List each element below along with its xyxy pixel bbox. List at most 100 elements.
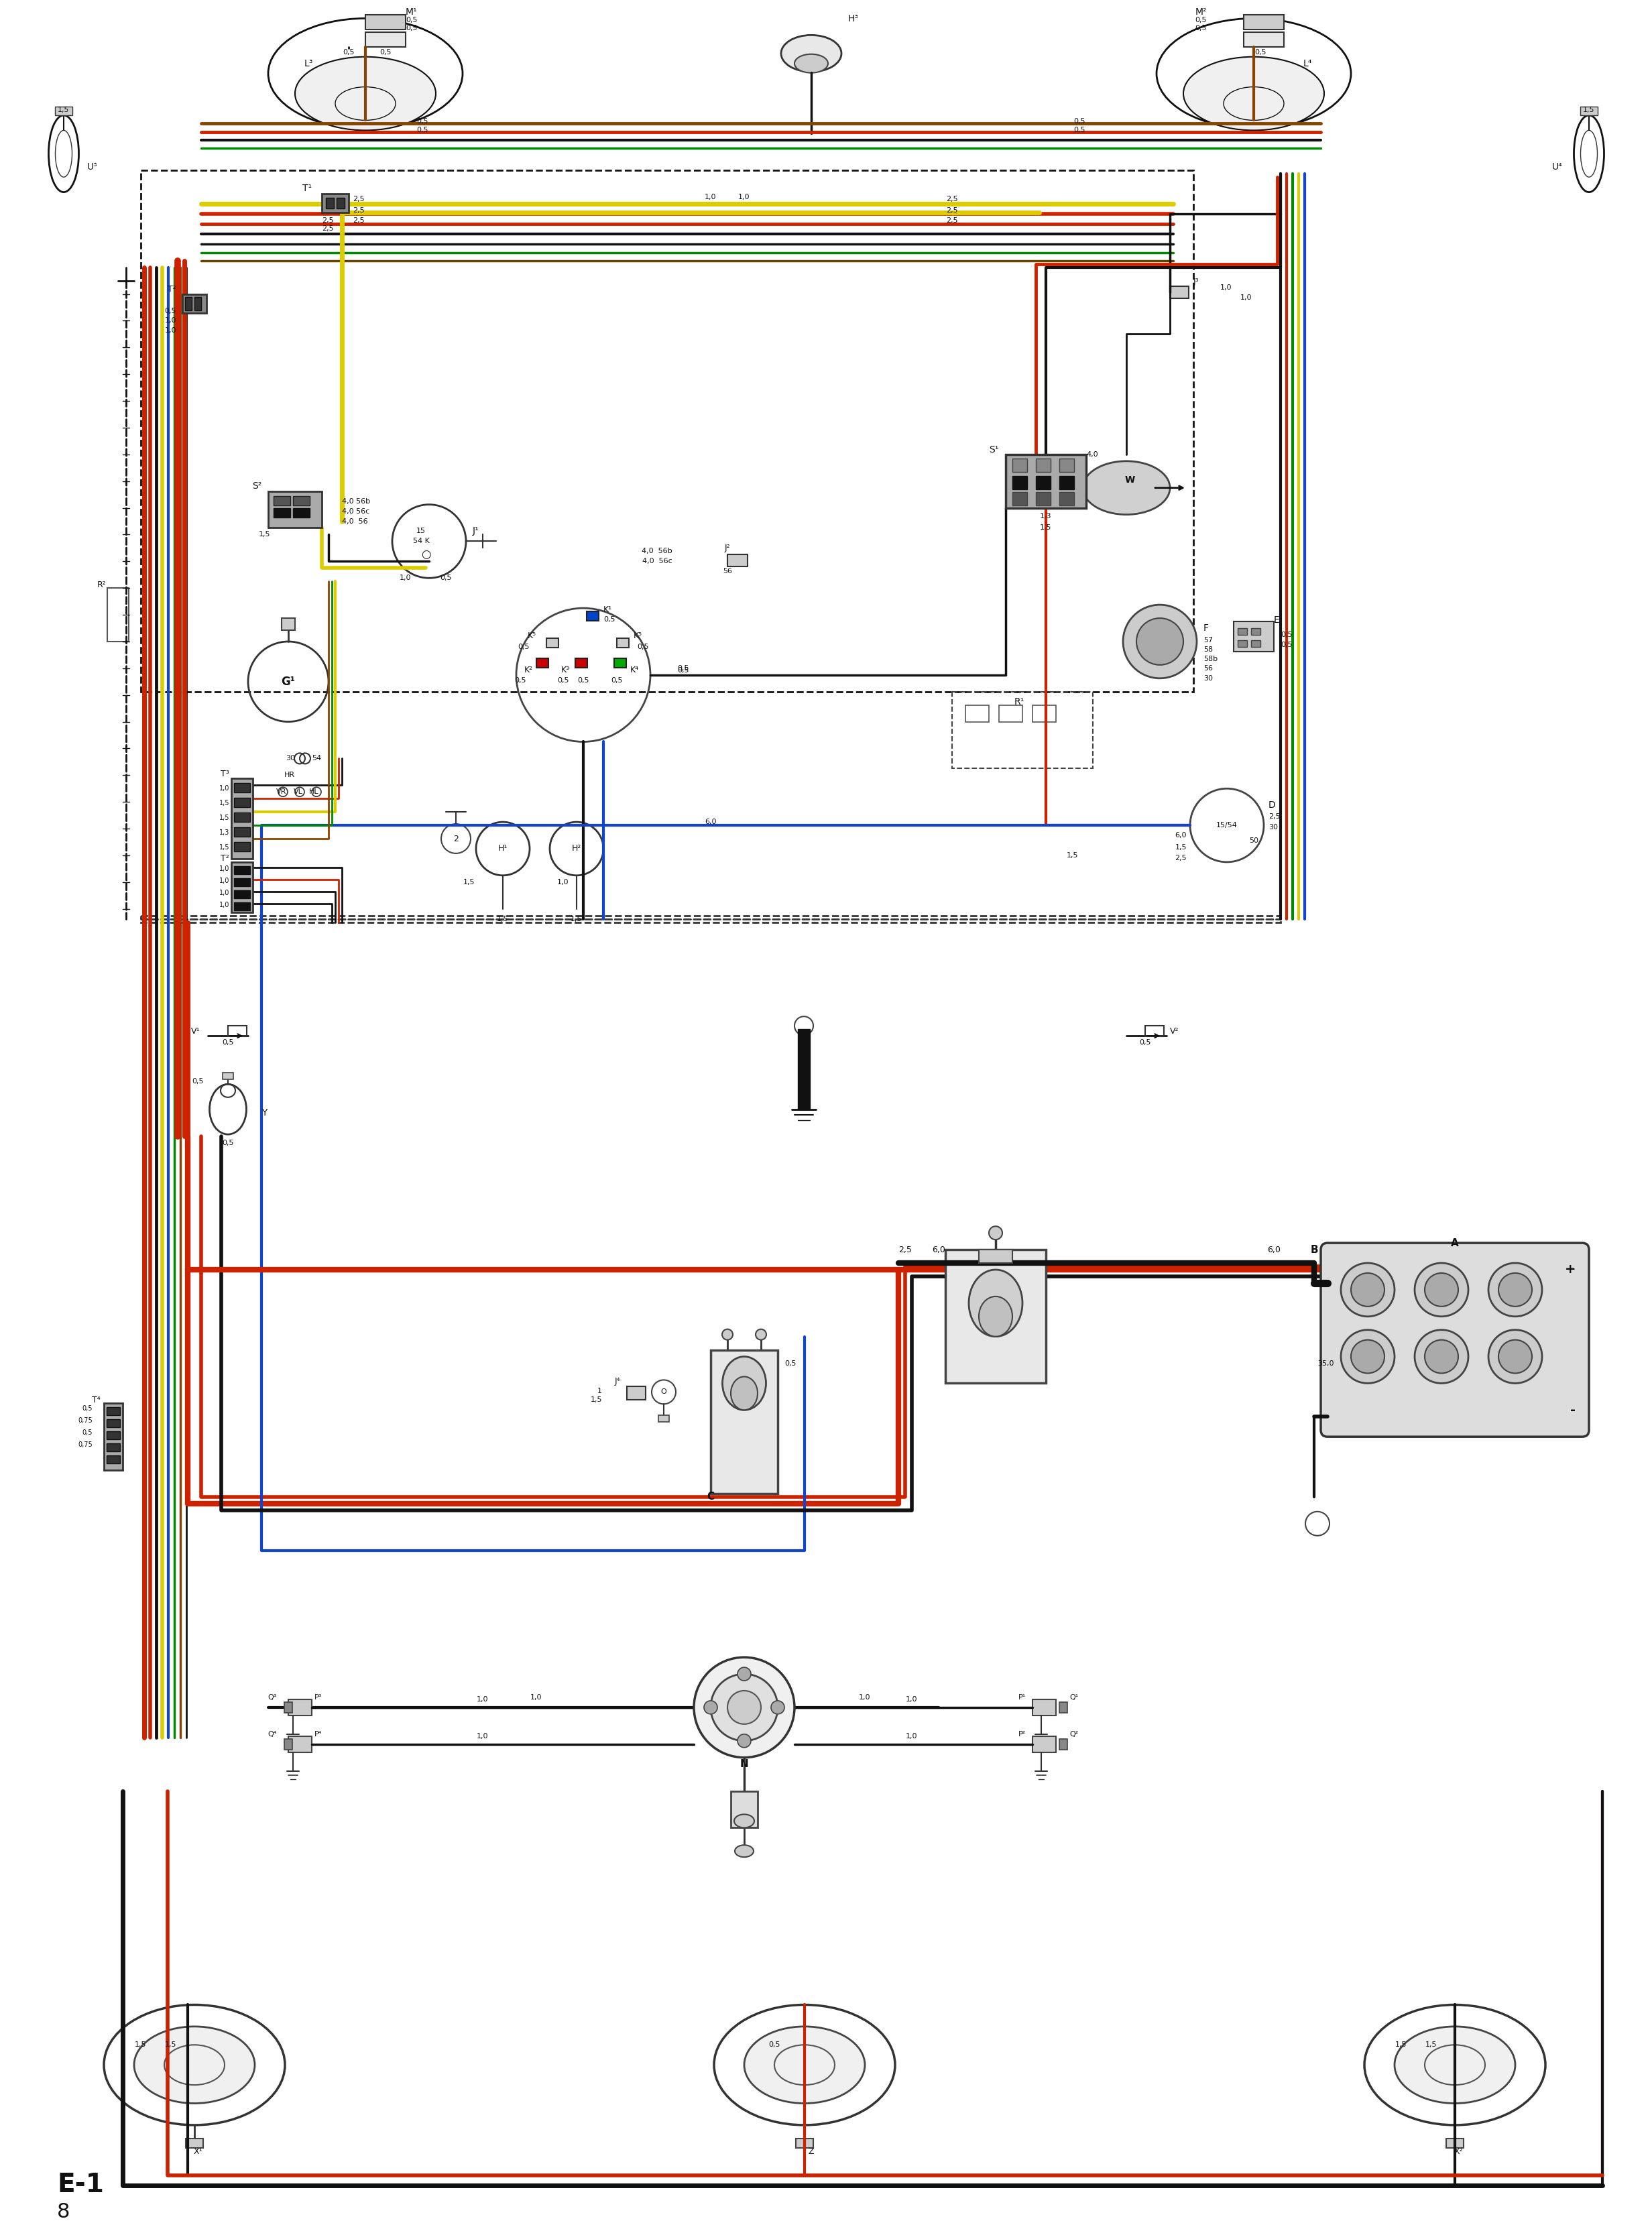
Bar (235, 890, 249, 899)
Text: K¹: K¹ (603, 605, 613, 614)
Text: 30: 30 (1269, 823, 1279, 830)
Circle shape (694, 1658, 795, 1758)
Text: -: - (1569, 1404, 1576, 1417)
Text: V¹: V¹ (190, 1026, 200, 1035)
Bar (107, 1444, 121, 1451)
Ellipse shape (795, 53, 828, 73)
Text: L³: L³ (304, 58, 312, 69)
Text: 2,5: 2,5 (354, 207, 365, 214)
Circle shape (722, 1328, 733, 1339)
Bar (1145, 1026, 1165, 1037)
Text: 1,0: 1,0 (220, 785, 230, 792)
Text: 2,5: 2,5 (354, 218, 365, 225)
Text: Q⁴: Q⁴ (268, 1731, 278, 1738)
Text: HR: HR (284, 772, 296, 779)
Text: 6,0: 6,0 (1175, 832, 1186, 839)
Text: 1,0: 1,0 (1221, 285, 1232, 291)
Text: P⁴: P⁴ (314, 1731, 322, 1738)
Bar (104, 1404, 122, 1471)
Circle shape (1488, 1331, 1541, 1384)
Ellipse shape (296, 58, 436, 131)
Text: Q¹: Q¹ (1069, 1693, 1079, 1700)
Text: H²: H² (572, 843, 582, 852)
Text: X¹: X¹ (193, 2147, 202, 2156)
Circle shape (1488, 1264, 1541, 1317)
Bar (586, 612, 598, 621)
Ellipse shape (1082, 461, 1170, 514)
Text: 0,5: 0,5 (416, 127, 428, 133)
Text: 0,75: 0,75 (78, 1442, 93, 1448)
Text: 0,5: 0,5 (557, 676, 568, 683)
Text: 0,5: 0,5 (406, 24, 418, 31)
Text: L⁴: L⁴ (1303, 58, 1312, 69)
Bar (325, 198, 334, 209)
Ellipse shape (743, 2027, 866, 2103)
Circle shape (727, 1691, 762, 1724)
Bar (1237, 641, 1247, 647)
Bar (1013, 458, 1028, 472)
Bar (1013, 476, 1028, 489)
Bar (235, 783, 249, 792)
Text: 1,5: 1,5 (1041, 525, 1052, 532)
Bar (292, 507, 311, 516)
Bar (235, 879, 249, 886)
Ellipse shape (1183, 58, 1325, 131)
Bar (107, 1420, 121, 1428)
Bar (281, 619, 296, 630)
Text: J³: J³ (1193, 278, 1199, 287)
Text: 54: 54 (312, 754, 320, 761)
Bar (615, 659, 626, 668)
Text: 30: 30 (286, 754, 296, 761)
Text: 1,5: 1,5 (135, 2043, 147, 2049)
Text: U⁴: U⁴ (1551, 162, 1563, 171)
Ellipse shape (968, 1270, 1023, 1337)
Bar (231, 861, 253, 912)
Text: 0,5: 0,5 (519, 643, 530, 650)
Text: 4,0: 4,0 (1085, 452, 1099, 458)
Text: E-1: E-1 (56, 2172, 104, 2198)
Text: 1,0: 1,0 (905, 1733, 917, 1740)
Text: 2: 2 (453, 834, 459, 843)
Text: T²: T² (169, 285, 177, 294)
Bar (228, 1026, 246, 1037)
Text: 4,0 56b: 4,0 56b (342, 498, 370, 505)
Text: N: N (740, 1760, 748, 1769)
Text: J⁴: J⁴ (615, 1377, 620, 1386)
Text: 1,0: 1,0 (530, 1693, 542, 1700)
Circle shape (1498, 1273, 1531, 1306)
Text: 2,5: 2,5 (1175, 854, 1186, 861)
Text: J¹: J¹ (472, 527, 479, 536)
Text: Z: Z (808, 2147, 814, 2156)
Text: 0,5: 0,5 (1280, 632, 1292, 639)
Bar (1032, 1736, 1056, 1751)
Text: 50: 50 (1249, 837, 1259, 843)
Text: 0,5: 0,5 (1254, 49, 1267, 56)
Text: 2,5: 2,5 (899, 1246, 912, 1255)
Text: 0,5: 0,5 (1074, 118, 1085, 125)
Bar (1581, 107, 1597, 116)
Bar (952, 692, 1094, 768)
Text: 56: 56 (1203, 665, 1213, 672)
Text: 35,0: 35,0 (1317, 1359, 1333, 1366)
Bar (1032, 705, 1056, 721)
Bar (1251, 627, 1260, 634)
Bar (626, 1386, 646, 1400)
Ellipse shape (735, 1845, 753, 1858)
Text: VR: VR (276, 788, 287, 794)
Bar (1032, 1700, 1056, 1715)
Text: 1,0: 1,0 (400, 574, 411, 581)
Circle shape (704, 1700, 717, 1713)
Bar (1251, 641, 1260, 647)
Text: 0,5: 0,5 (439, 574, 451, 581)
Text: E: E (1274, 616, 1280, 625)
Bar (547, 639, 558, 647)
Text: 1,0: 1,0 (220, 866, 230, 872)
Bar (235, 901, 249, 910)
Text: O: O (661, 1388, 667, 1395)
Text: 0,5: 0,5 (192, 1077, 203, 1084)
Text: 2,5: 2,5 (322, 225, 334, 231)
Text: X²: X² (1454, 2147, 1462, 2156)
Bar (537, 659, 548, 668)
Text: 0,5: 0,5 (611, 676, 623, 683)
Bar (337, 198, 345, 209)
